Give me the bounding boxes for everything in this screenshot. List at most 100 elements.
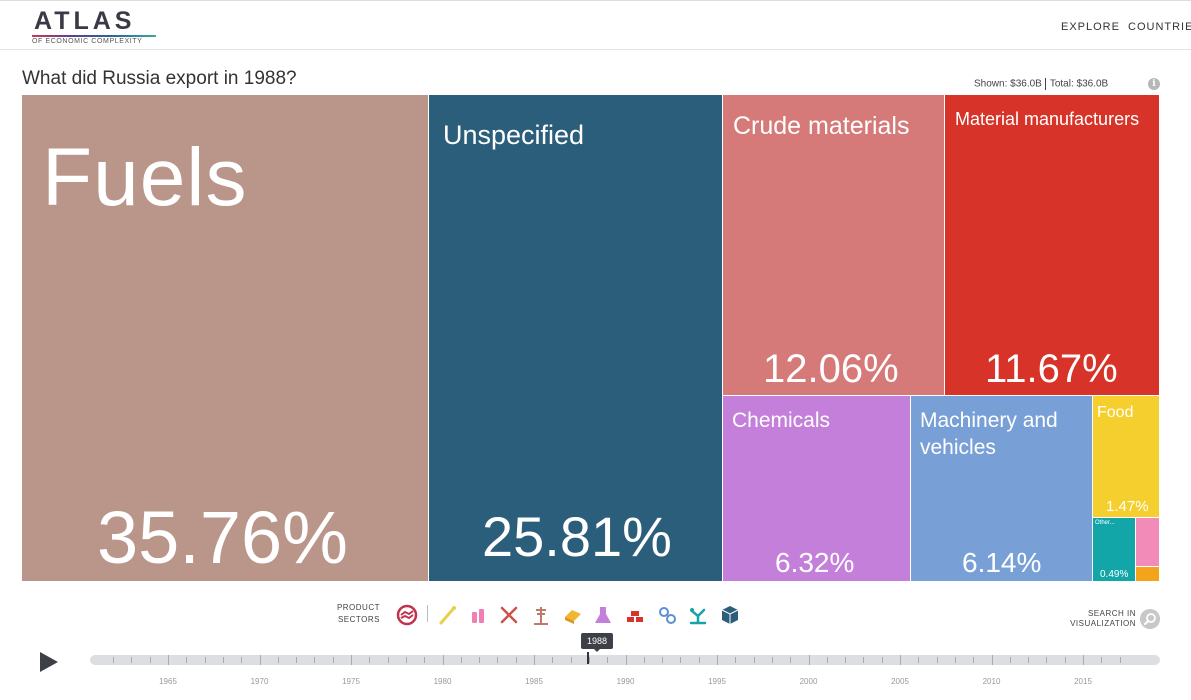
cell-share: 1.47% bbox=[1106, 498, 1149, 515]
timeline-tick bbox=[900, 655, 901, 665]
timeline-year-label: 2010 bbox=[982, 677, 1001, 686]
timeline-tick bbox=[296, 657, 298, 663]
stone-icon[interactable] bbox=[498, 604, 520, 626]
selected-year-marker[interactable]: 1988 bbox=[581, 633, 613, 649]
timeline-tick bbox=[369, 657, 371, 663]
timeline-tick bbox=[259, 655, 261, 665]
timeline-tick bbox=[149, 657, 151, 663]
timeline-tick bbox=[954, 657, 956, 663]
timeline-year-label: 1965 bbox=[159, 677, 177, 686]
timeline-tick bbox=[204, 657, 206, 663]
timeline-tick bbox=[277, 657, 279, 663]
nav-explore[interactable]: EXPLORE bbox=[1061, 21, 1120, 33]
logo-underline bbox=[32, 35, 156, 37]
timeline-tick bbox=[351, 655, 352, 665]
timeline-year-label: 1970 bbox=[250, 677, 269, 686]
timeline-tick bbox=[1046, 657, 1048, 663]
search-in-visualization-label: SEARCH IN VISUALIZATION bbox=[1070, 609, 1136, 628]
timeline-tick bbox=[717, 655, 718, 665]
timeline-tick bbox=[131, 657, 133, 663]
timeline-tick bbox=[643, 657, 645, 663]
timeline-year-label: 1980 bbox=[433, 677, 452, 686]
timeline-tick bbox=[808, 655, 810, 665]
totals-readout: Shown: $36.0B Total: $36.0B bbox=[974, 78, 1108, 90]
treemap-cell-unspecified[interactable]: Unspecified 25.81% bbox=[429, 95, 723, 582]
totals-separator bbox=[1044, 78, 1046, 90]
cell-share: 12.06% bbox=[763, 347, 899, 391]
timeline-tick bbox=[113, 657, 115, 663]
timeline-tick bbox=[1009, 657, 1011, 663]
nav-countries[interactable]: COUNTRIES bbox=[1128, 21, 1191, 33]
logo-title: ATLAS bbox=[34, 7, 136, 35]
treemap-cell-small-orange[interactable] bbox=[1136, 567, 1160, 582]
timeline-tick bbox=[1101, 657, 1103, 663]
electronics-icon[interactable] bbox=[687, 604, 709, 626]
timeline-tick bbox=[241, 657, 243, 663]
atlas-logo[interactable]: ATLAS OF ECONOMIC COMPLEXITY bbox=[30, 7, 160, 47]
treemap-cell-fuels[interactable]: Fuels 35.76% bbox=[22, 95, 429, 582]
textiles-icon[interactable] bbox=[437, 604, 459, 626]
cell-label: Crude materials bbox=[733, 112, 910, 140]
services-icon[interactable] bbox=[396, 604, 418, 626]
timeline-tick bbox=[314, 657, 316, 663]
logo-subtitle: OF ECONOMIC COMPLEXITY bbox=[32, 38, 143, 45]
timeline-year-label: 2015 bbox=[1074, 677, 1092, 686]
sectors-divider bbox=[427, 605, 428, 622]
timeline-tick bbox=[991, 655, 993, 665]
treemap-cell-chemicals[interactable]: Chemicals 6.32% bbox=[723, 396, 911, 582]
timeline-tick bbox=[680, 657, 682, 663]
minerals-icon[interactable] bbox=[562, 604, 584, 626]
cell-share: 6.14% bbox=[962, 547, 1042, 578]
agriculture-icon[interactable] bbox=[530, 604, 552, 626]
timeline-year-label: 1990 bbox=[616, 677, 635, 686]
timeline-tick bbox=[1119, 657, 1121, 663]
timeline-tick bbox=[790, 657, 792, 663]
export-treemap: Fuels 35.76% Unspecified 25.81% Crude ma… bbox=[22, 95, 1160, 582]
timeline-tick bbox=[918, 657, 920, 663]
timeline-tick bbox=[552, 657, 554, 663]
metals-icon[interactable] bbox=[624, 604, 646, 626]
selected-year-arrow bbox=[593, 648, 601, 652]
search-icon[interactable] bbox=[1140, 609, 1160, 629]
chemicals-flask-icon[interactable] bbox=[592, 604, 614, 626]
timeline-tick bbox=[936, 657, 938, 663]
cell-label: Food bbox=[1097, 404, 1134, 421]
treemap-cell-crude-materials[interactable]: Crude materials 12.06% bbox=[723, 95, 945, 396]
other-box-icon[interactable] bbox=[719, 604, 741, 626]
shown-value: $36.0B bbox=[1010, 78, 1042, 90]
page-title: What did Russia export in 1988? bbox=[22, 68, 297, 89]
cell-share: 35.76% bbox=[97, 496, 348, 579]
treemap-cell-other[interactable]: Other... 0.49% bbox=[1093, 518, 1136, 582]
timeline-tick bbox=[607, 657, 609, 663]
treemap-cell-food[interactable]: Food 1.47% bbox=[1093, 396, 1160, 518]
timeline-year-label: 2000 bbox=[799, 677, 818, 686]
cell-share: 6.32% bbox=[775, 547, 855, 578]
timeline-tick bbox=[735, 657, 737, 663]
chemicals-icon[interactable] bbox=[467, 604, 489, 626]
year-slider-handle[interactable] bbox=[587, 652, 589, 664]
timeline-tick bbox=[534, 655, 535, 665]
timeline-tick bbox=[845, 657, 847, 663]
timeline-tick bbox=[332, 657, 334, 663]
timeline-tick bbox=[588, 657, 590, 663]
timeline-tick bbox=[405, 657, 407, 663]
timeline-tick bbox=[479, 657, 481, 663]
cell-share: 0.49% bbox=[1100, 569, 1129, 580]
timeline-tick bbox=[753, 657, 755, 663]
cell-label: Fuels bbox=[42, 132, 248, 223]
treemap-cell-material-manufacturers[interactable]: Material manufacturers 11.67% bbox=[945, 95, 1160, 396]
treemap-cell-machinery-and-vehicles[interactable]: Machinery and vehicles 6.14% bbox=[911, 396, 1093, 582]
timeline-year-label: 1985 bbox=[525, 677, 543, 686]
year-timeline[interactable] bbox=[90, 655, 1160, 665]
cell-label: Unspecified bbox=[443, 120, 585, 150]
timeline-tick bbox=[863, 657, 865, 663]
play-button[interactable] bbox=[38, 650, 60, 674]
timeline-tick bbox=[662, 657, 664, 663]
timeline-tick bbox=[625, 655, 627, 665]
treemap-cell-small-pink[interactable] bbox=[1136, 518, 1160, 567]
top-header: ATLAS OF ECONOMIC COMPLEXITY EXPLORE COU… bbox=[0, 0, 1191, 50]
cell-label: Other... bbox=[1095, 520, 1115, 526]
info-icon[interactable]: i bbox=[1148, 78, 1160, 90]
timeline-tick bbox=[168, 655, 169, 665]
machinery-icon[interactable] bbox=[656, 604, 678, 626]
